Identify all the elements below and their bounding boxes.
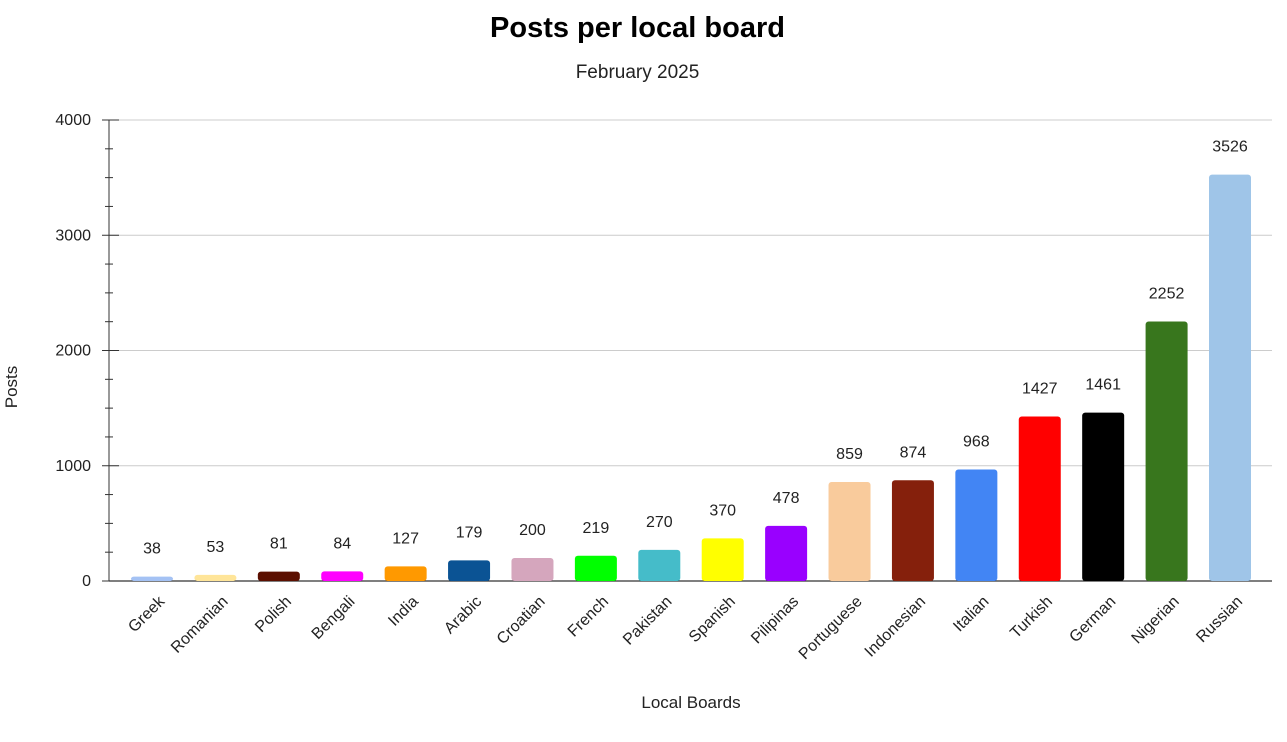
category-label-russian: Russian <box>1193 593 1246 646</box>
y-tick-label: 1000 <box>55 458 91 475</box>
data-label-pakistan: 270 <box>646 514 673 531</box>
category-label-turkish: Turkish <box>1007 593 1056 642</box>
data-label-pilipinas: 478 <box>773 490 800 507</box>
bar-pilipinas <box>765 525 808 581</box>
data-label-greek: 38 <box>143 541 161 558</box>
bar-nigerian <box>1145 321 1188 581</box>
data-label-turkish: 1427 <box>1022 381 1058 398</box>
data-label-russian: 3526 <box>1212 139 1248 156</box>
chart-title: Posts per local board <box>490 12 785 44</box>
category-label-nigerian: Nigerian <box>1129 593 1183 647</box>
y-tick-label: 0 <box>82 573 91 590</box>
data-label-indonesian: 874 <box>900 444 927 461</box>
gridlines <box>109 119 1272 467</box>
category-label-greek: Greek <box>125 592 169 636</box>
data-label-nigerian: 2252 <box>1149 285 1185 302</box>
bar-french <box>574 555 617 581</box>
category-label-italian: Italian <box>950 593 992 635</box>
bar-russian <box>1209 174 1251 582</box>
bar-turkish <box>1018 416 1061 581</box>
bars <box>131 174 1251 582</box>
category-label-india: India <box>385 593 422 630</box>
category-label-romanian: Romanian <box>168 593 232 657</box>
bar-german <box>1082 412 1125 581</box>
y-tick-label: 4000 <box>55 112 91 129</box>
category-label-arabic: Arabic <box>441 593 485 637</box>
category-labels: Greek Romanian Polish Bengali India Arabic Cro… <box>125 592 1246 663</box>
category-label-polish: Polish <box>252 593 295 636</box>
y-tick-label: 2000 <box>55 343 91 360</box>
data-label-bengali: 84 <box>333 535 351 552</box>
bar-arabic <box>448 560 491 581</box>
data-labels: 38 53 81 84 127 179 200 219 270 370 478 859 874 968 14… <box>143 139 1248 558</box>
data-label-portuguese: 859 <box>836 446 863 463</box>
bar-india <box>384 566 427 581</box>
data-label-romanian: 53 <box>207 539 225 556</box>
axes: 0 1000 2000 3000 4000 <box>55 112 1272 590</box>
category-label-bengali: Bengali <box>309 593 359 643</box>
bar-indonesian <box>891 480 934 581</box>
data-label-arabic: 179 <box>456 524 483 541</box>
bar-croatian <box>511 557 554 581</box>
x-axis-title: Local Boards <box>641 693 740 712</box>
category-label-portuguese: Portuguese <box>796 593 866 663</box>
y-tick-label: 3000 <box>55 227 91 244</box>
bar-italian <box>955 469 998 581</box>
data-label-french: 219 <box>583 520 610 537</box>
chart-subtitle: February 2025 <box>575 62 700 83</box>
data-label-german: 1461 <box>1085 377 1121 394</box>
category-label-pilipinas: Pilipinas <box>748 593 802 647</box>
data-label-spanish: 370 <box>709 502 736 519</box>
bar-greek <box>131 576 173 581</box>
bar-pakistan <box>638 549 681 581</box>
bar-spanish <box>701 538 744 581</box>
data-label-india: 127 <box>392 530 419 547</box>
category-label-french: French <box>565 593 612 640</box>
category-label-spanish: Spanish <box>686 593 739 646</box>
bar-polish <box>257 571 300 581</box>
category-label-german: German <box>1066 593 1119 646</box>
bar-portuguese <box>828 482 871 581</box>
category-label-indonesian: Indonesian <box>862 593 929 660</box>
bar-bengali <box>321 571 364 581</box>
category-label-croatian: Croatian <box>494 593 549 648</box>
data-label-croatian: 200 <box>519 522 546 539</box>
category-label-pakistan: Pakistan <box>620 593 675 648</box>
data-label-italian: 968 <box>963 433 990 450</box>
y-axis-title: Posts <box>2 366 21 409</box>
bar-romanian <box>194 574 237 581</box>
data-label-polish: 81 <box>270 536 288 553</box>
